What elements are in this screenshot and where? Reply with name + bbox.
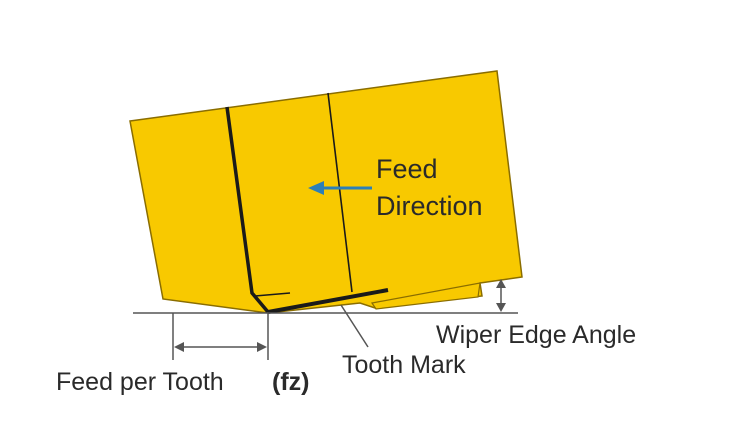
previous-tooth-edge <box>225 106 270 314</box>
insert-division-line <box>327 92 353 293</box>
wiper-angle-arrow-down <box>496 303 506 312</box>
tooth-mark-leader <box>340 304 369 348</box>
wiper-edge-angle-label: Wiper Edge Angle <box>436 321 636 349</box>
fz-label: (fz) <box>272 368 309 396</box>
feed-direction-arrow-head <box>308 181 324 195</box>
wiper-angle-arrow-up <box>496 279 506 288</box>
wiper-flat <box>370 282 481 310</box>
feed-direction-label-line1: Feed <box>376 154 438 184</box>
feed-direction-label-line2: Direction <box>376 191 483 221</box>
previous-tooth-tip <box>254 292 291 297</box>
feed-per-tooth-label: Feed per Tooth <box>56 368 224 396</box>
tooth-mark-label: Tooth Mark <box>342 351 466 379</box>
tooth-mark-line <box>267 288 389 314</box>
fz-arrow-left <box>174 342 184 352</box>
fz-arrow-right <box>257 342 267 352</box>
